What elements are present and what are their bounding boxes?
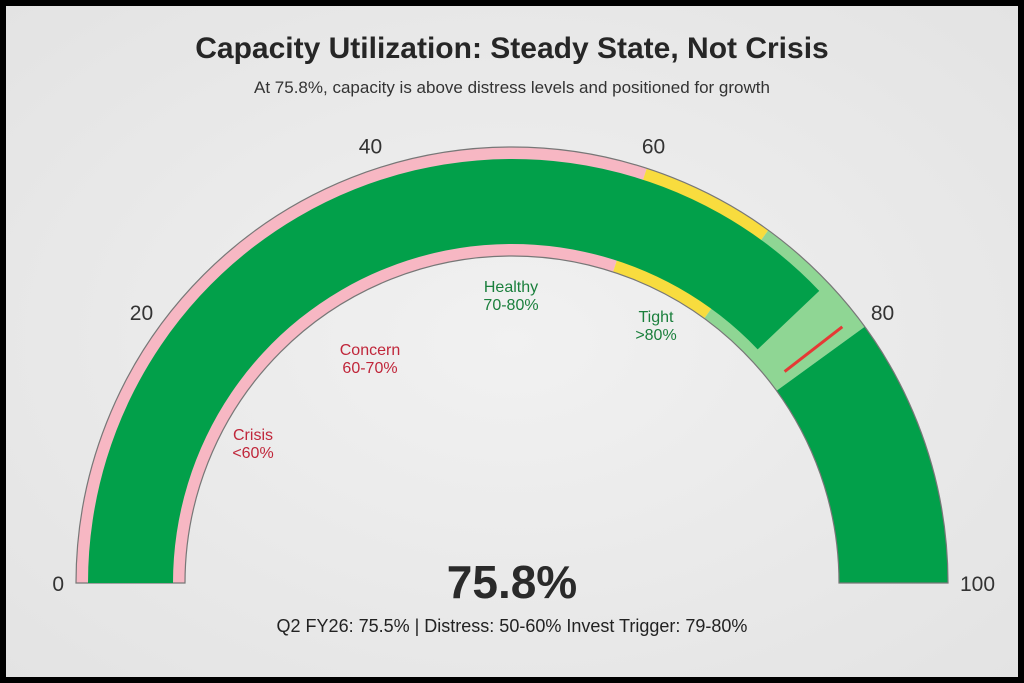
zone-label-range: 60-70% <box>342 360 397 377</box>
tick-label: 40 <box>359 135 382 158</box>
tick-label: 20 <box>130 302 153 325</box>
tick-label: 60 <box>642 135 665 158</box>
gauge-footer: Q2 FY26: 75.5% | Distress: 50-60% Invest… <box>276 616 748 636</box>
zone-label-range: 70-80% <box>483 297 538 314</box>
tick-label: 100 <box>960 573 995 596</box>
zone-band-tight <box>776 326 948 583</box>
tick-label: 80 <box>871 302 894 325</box>
gauge-value-arc <box>88 159 820 583</box>
tick-label: 0 <box>52 573 64 596</box>
zone-label-name: Healthy <box>484 279 538 296</box>
chart-subtitle: At 75.8%, capacity is above distress lev… <box>254 78 770 97</box>
zone-label-name: Concern <box>340 342 400 359</box>
gauge-value-label: 75.8% <box>446 556 578 608</box>
invest-trigger-marker <box>783 325 844 373</box>
gauge-outline <box>75 146 949 584</box>
zone-label-range: <60% <box>232 445 273 462</box>
zone-label-name: Crisis <box>233 427 273 444</box>
zone-label-range: >80% <box>635 327 676 344</box>
zone-label-name: Tight <box>639 309 675 326</box>
chart-title: Capacity Utilization: Steady State, Not … <box>195 32 829 65</box>
